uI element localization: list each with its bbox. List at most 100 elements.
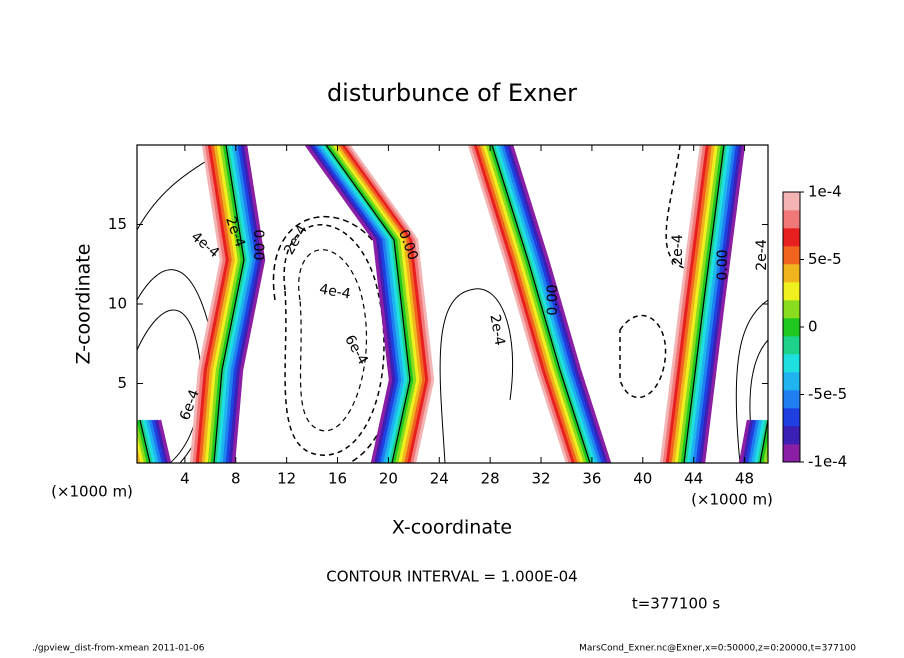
color-band <box>677 145 722 463</box>
colorbar-swatch <box>783 246 800 265</box>
color-band <box>701 145 746 463</box>
colorbar-tick-label: 0 <box>808 318 818 336</box>
color-band <box>659 145 704 463</box>
zero-contour <box>213 145 245 463</box>
color-band <box>308 145 396 463</box>
color-band <box>231 145 266 463</box>
x-tick-label: 28 <box>481 470 500 488</box>
color-band <box>189 145 224 463</box>
colorbar-tick-label: 1e-4 <box>808 183 842 201</box>
color-band <box>195 145 230 463</box>
color-band <box>671 145 716 463</box>
contour-label: 0.00 <box>250 229 266 260</box>
color-band <box>338 145 426 463</box>
contour-label: 4e-4 <box>318 281 352 302</box>
colorbar-tick-label: 5e-5 <box>808 250 842 268</box>
color-band <box>201 145 236 463</box>
color-band <box>323 145 411 463</box>
x-tick-label: 24 <box>430 470 449 488</box>
colorbar-swatch <box>783 336 800 355</box>
x-tick-label: 8 <box>231 470 241 488</box>
color-band <box>759 419 768 463</box>
color-band <box>305 145 393 463</box>
zero-contour <box>325 145 411 463</box>
contour-label: 2e-4 <box>486 313 507 347</box>
color-band <box>137 419 151 463</box>
color-band <box>148 419 163 463</box>
x-unit: (×1000 m) <box>51 483 133 501</box>
zero-contour <box>759 419 768 463</box>
x-tick-label: 40 <box>633 470 652 488</box>
color-band <box>332 145 420 463</box>
contour-label: 2e-4 <box>670 234 686 266</box>
x-axis-label: X-coordinate <box>392 517 512 539</box>
color-band <box>753 419 766 463</box>
color-band <box>741 419 754 463</box>
contour-line <box>283 224 385 456</box>
color-band <box>314 145 402 463</box>
color-band <box>145 419 160 463</box>
color-band <box>503 145 606 463</box>
color-band <box>154 419 169 463</box>
color-band <box>467 145 570 463</box>
color-band <box>124 420 134 463</box>
color-band <box>491 145 594 463</box>
colorbar-swatch <box>783 210 800 229</box>
color-band <box>216 145 251 463</box>
color-band <box>137 457 139 463</box>
color-band <box>329 145 417 463</box>
color-band <box>142 419 157 463</box>
x-tick-label: 16 <box>328 470 347 488</box>
colorbar-swatch <box>783 228 800 247</box>
x-tick-label: 32 <box>531 470 550 488</box>
colorbar-swatch <box>783 444 800 463</box>
y-tick-label: 10 <box>108 295 127 313</box>
color-band <box>506 145 609 463</box>
contour-line <box>619 314 667 399</box>
color-band <box>204 145 239 463</box>
color-band <box>744 419 757 463</box>
color-band <box>210 145 245 463</box>
colorbar-swatch <box>783 282 800 301</box>
colorbar-tick-label: -5e-5 <box>808 385 847 403</box>
colorbar-swatch <box>783 318 800 337</box>
color-band <box>311 145 399 463</box>
contour-label: 0.00 <box>715 249 731 280</box>
contour-label: 2e-4 <box>754 239 770 271</box>
x-tick-label: 4 <box>180 470 190 488</box>
color-band <box>151 419 166 463</box>
x-unit: (×1000 m) <box>691 491 773 509</box>
color-band <box>317 145 405 463</box>
color-band <box>509 145 612 463</box>
color-band <box>756 419 768 463</box>
color-band <box>335 145 423 463</box>
y-tick-label: 15 <box>108 215 127 233</box>
color-band <box>320 145 408 463</box>
color-band <box>485 145 588 463</box>
color-band <box>738 419 751 463</box>
color-band <box>225 145 260 463</box>
color-band <box>488 145 591 463</box>
zero-contour <box>491 145 591 463</box>
footer: ./gpview_dist-from-xmean 2011-01-06 <box>32 644 205 654</box>
color-band <box>680 145 725 463</box>
color-band <box>771 420 779 463</box>
contour-interval: CONTOUR INTERVAL = 1.000E-04 <box>326 568 577 586</box>
color-band <box>497 145 600 463</box>
color-band <box>219 145 254 463</box>
color-band <box>139 419 154 463</box>
y-axis-label: Z-coordinate <box>73 244 95 365</box>
x-tick-label: 44 <box>684 470 703 488</box>
color-band <box>192 145 227 463</box>
color-band <box>222 145 257 463</box>
color-band <box>326 145 414 463</box>
color-band <box>482 145 585 463</box>
color-band <box>341 145 429 463</box>
color-band <box>228 145 263 463</box>
color-band <box>207 145 242 463</box>
contour-line <box>439 288 514 463</box>
x-tick-label: 12 <box>277 470 296 488</box>
x-tick-label: 36 <box>582 470 601 488</box>
color-band <box>470 145 573 463</box>
